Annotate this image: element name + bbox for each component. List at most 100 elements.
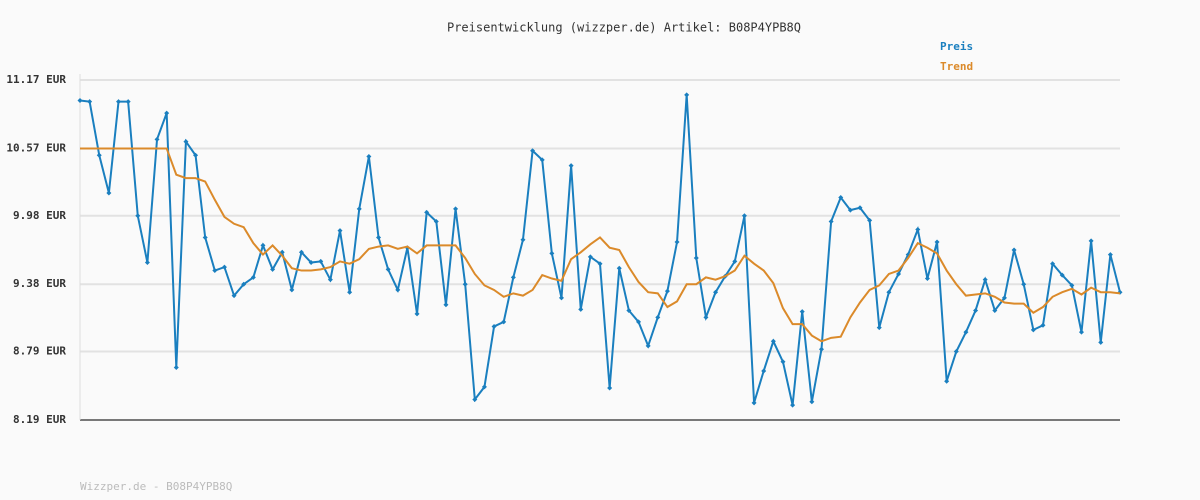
point-marker: [982, 277, 988, 283]
point-marker: [867, 217, 873, 223]
point-marker: [424, 209, 430, 215]
point-marker: [1040, 322, 1046, 328]
point-marker: [539, 157, 545, 163]
series-line: [79, 94, 1121, 406]
point-marker: [164, 110, 170, 116]
point-marker: [1030, 327, 1036, 333]
point-marker: [953, 349, 959, 355]
point-marker: [241, 281, 247, 287]
point-marker: [607, 385, 613, 391]
point-marker: [106, 190, 112, 196]
point-marker: [1050, 261, 1056, 267]
point-marker: [1059, 272, 1065, 278]
point-marker: [270, 266, 276, 272]
point-marker: [992, 307, 998, 313]
point-marker: [491, 323, 497, 329]
point-marker: [125, 99, 131, 105]
point-marker: [395, 287, 401, 293]
point-marker: [963, 329, 969, 335]
point-marker: [838, 195, 844, 201]
point-marker: [116, 99, 122, 105]
point-marker: [308, 260, 314, 266]
point-marker: [741, 213, 747, 219]
point-marker: [684, 92, 690, 98]
point-marker: [761, 368, 767, 374]
point-marker: [751, 400, 757, 406]
point-marker: [183, 139, 189, 145]
point-marker: [664, 288, 670, 294]
point-marker: [443, 302, 449, 308]
point-marker: [674, 239, 680, 245]
point-marker: [732, 258, 738, 264]
point-marker: [327, 277, 333, 283]
point-marker: [655, 314, 661, 320]
point-marker: [77, 98, 83, 104]
point-marker: [510, 274, 516, 280]
series-line: [80, 147, 1121, 343]
point-marker: [337, 228, 343, 234]
point-marker: [453, 206, 459, 212]
point-marker: [1069, 282, 1075, 288]
point-marker: [173, 365, 179, 371]
point-marker: [481, 384, 487, 390]
y-tick-label: 8.79 EUR: [13, 345, 66, 358]
point-marker: [934, 239, 940, 245]
point-marker: [693, 255, 699, 261]
point-marker: [356, 206, 362, 212]
point-marker: [530, 148, 536, 154]
chart-title: Preisentwicklung (wizzper.de) Artikel: B…: [447, 21, 801, 35]
point-marker: [1001, 295, 1007, 301]
point-marker: [578, 306, 584, 312]
point-marker: [260, 242, 266, 248]
legend-label: Preis: [940, 40, 973, 53]
point-marker: [1088, 238, 1094, 244]
point-marker: [857, 205, 863, 211]
point-marker: [809, 399, 815, 405]
point-marker: [597, 261, 603, 267]
point-marker: [501, 319, 507, 325]
y-tick-label: 9.98 EUR: [13, 209, 66, 222]
y-tick-label: 8.19 EUR: [13, 413, 66, 426]
point-marker: [1011, 247, 1017, 253]
point-marker: [818, 346, 824, 352]
point-marker: [645, 343, 651, 349]
point-marker: [87, 99, 93, 105]
point-marker: [770, 338, 776, 344]
footer: Wizzper.de - B08P4YPB8Q: [80, 480, 232, 493]
point-marker: [135, 213, 141, 219]
point-marker: [1078, 329, 1084, 335]
y-tick-label: 11.17 EUR: [6, 73, 66, 86]
point-marker: [1098, 339, 1104, 345]
point-marker: [433, 218, 439, 224]
point-marker: [587, 254, 593, 260]
point-marker: [847, 207, 853, 213]
point-marker: [520, 237, 526, 243]
point-marker: [221, 264, 227, 270]
point-marker: [462, 281, 468, 287]
point-marker: [1021, 281, 1027, 287]
point-marker: [896, 271, 902, 277]
point-marker: [780, 359, 786, 365]
point-marker: [154, 136, 160, 142]
point-marker: [944, 378, 950, 384]
point-marker: [876, 325, 882, 331]
point-marker: [828, 218, 834, 224]
point-marker: [886, 289, 892, 295]
point-marker: [347, 289, 353, 295]
point-marker: [366, 153, 372, 159]
legend-label: Trend: [940, 60, 973, 73]
point-marker: [558, 295, 564, 301]
point-marker: [298, 249, 304, 255]
point-marker: [202, 234, 208, 240]
point-marker: [973, 307, 979, 313]
point-marker: [616, 265, 622, 271]
point-marker: [193, 152, 199, 158]
point-marker: [713, 289, 719, 295]
point-marker: [318, 258, 324, 264]
point-marker: [212, 268, 218, 274]
point-marker: [636, 319, 642, 325]
point-marker: [568, 163, 574, 169]
point-marker: [626, 307, 632, 313]
point-marker: [1107, 252, 1113, 258]
